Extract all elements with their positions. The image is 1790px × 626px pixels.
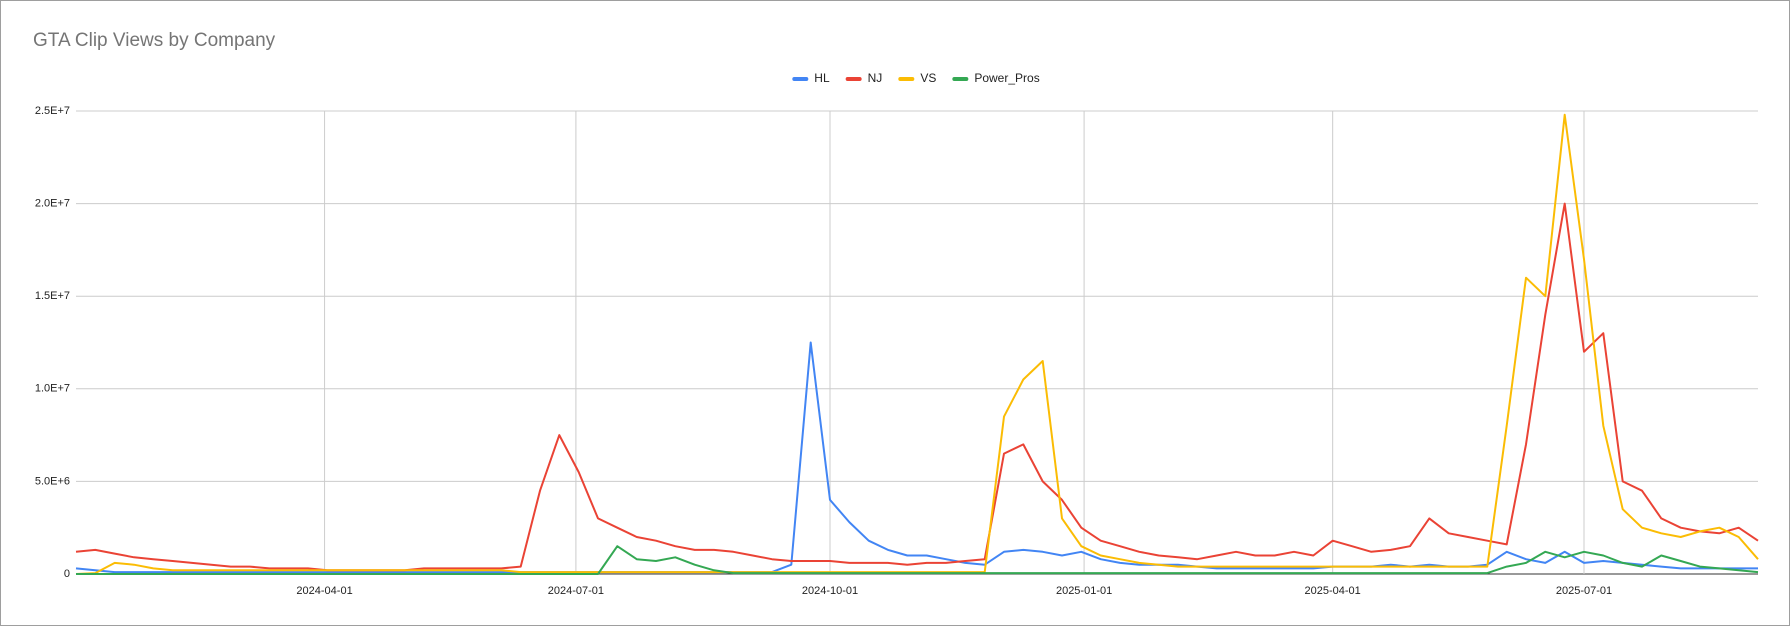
legend-label: NJ: [868, 71, 883, 85]
x-tick-label: 2024-04-01: [296, 585, 352, 597]
y-tick-label: 0: [64, 568, 70, 580]
y-tick-label: 2.0E+7: [35, 198, 70, 210]
x-tick-label: 2024-10-01: [802, 585, 858, 597]
legend-label: VS: [920, 71, 936, 85]
y-tick-label: 2.5E+7: [35, 105, 70, 117]
legend-label: HL: [814, 71, 830, 85]
x-tick-label: 2025-07-01: [1556, 585, 1612, 597]
chart-title: GTA Clip Views by Company: [33, 30, 276, 51]
y-tick-label: 5.0E+6: [35, 475, 70, 487]
series-line: [76, 545, 1759, 575]
x-tick-label: 2025-04-01: [1305, 585, 1361, 597]
legend: HL NJ VS Power_Pros: [792, 71, 1040, 85]
x-tick-label: 2025-01-01: [1056, 585, 1112, 597]
x-tick-label: 2024-07-01: [548, 585, 604, 597]
legend-label: Power_Pros: [974, 71, 1039, 85]
y-tick-label: 1.5E+7: [35, 290, 70, 302]
y-tick-label: 1.0E+7: [35, 383, 70, 395]
